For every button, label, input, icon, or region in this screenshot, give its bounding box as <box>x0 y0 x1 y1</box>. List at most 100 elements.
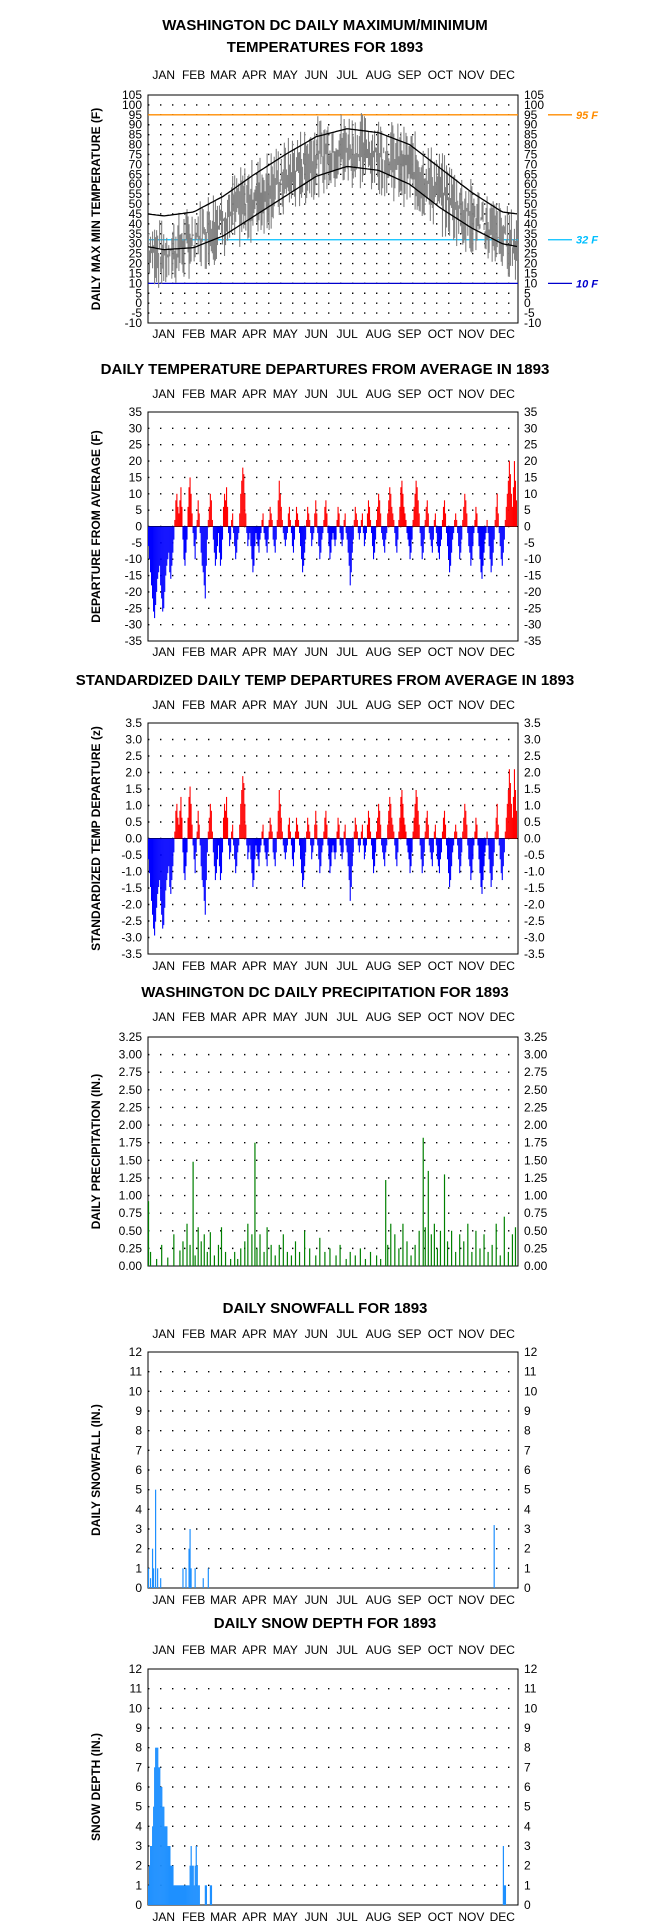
y-tick-label-right: -3.0 <box>524 931 545 945</box>
y-tick-label-right: 20 <box>524 454 538 468</box>
y-tick-label-left: -0.5 <box>121 848 142 862</box>
chart-departures: DAILY TEMPERATURE DEPARTURES FROM AVERAG… <box>89 361 549 659</box>
y-tick-label-right: -2.5 <box>524 914 545 928</box>
month-label-top: FEB <box>182 387 205 401</box>
snowdepth-bar <box>160 1787 162 1905</box>
y-tick-label-left: 8 <box>135 1424 142 1438</box>
y-tick-label-right: 0.75 <box>524 1206 548 1220</box>
snowdepth-bar <box>186 1885 188 1905</box>
y-tick-label-right: 10 <box>524 1384 538 1398</box>
month-label-top: APR <box>242 1643 267 1657</box>
month-label-top: NOV <box>458 387 484 401</box>
y-tick-label-left: 105 <box>122 88 142 102</box>
y-tick-label-left: 2 <box>135 1859 142 1873</box>
y-tick-label-left: 10 <box>129 1701 143 1715</box>
y-tick-label-left: 4 <box>135 1502 142 1516</box>
y-tick-label-left: 2.0 <box>125 766 142 780</box>
y-tick-label-right: 1.75 <box>524 1136 548 1150</box>
snowdepth-bar <box>166 1826 168 1905</box>
y-tick-label-right: 2.75 <box>524 1065 548 1079</box>
snowdepth-bar <box>209 1885 212 1905</box>
month-label-bottom: AUG <box>366 959 392 973</box>
y-axis-title: DAILY PRECIPITATION (IN.) <box>89 1074 103 1230</box>
month-label-bottom: APR <box>242 1593 267 1607</box>
y-tick-label-left: 1 <box>135 1561 142 1575</box>
normal-max-curve <box>147 128 518 217</box>
y-tick-label-left: -2.0 <box>121 898 142 912</box>
y-tick-label-left: -25 <box>125 601 143 615</box>
y-tick-label-right: 1 <box>524 1561 531 1575</box>
month-label-top: SEP <box>398 1010 422 1024</box>
y-tick-label-right: 40 <box>524 217 538 231</box>
chart-precipitation: WASHINGTON DC DAILY PRECIPITATION FOR 18… <box>89 984 548 1273</box>
month-label-bottom: OCT <box>428 327 454 341</box>
month-label-bottom: SEP <box>398 645 422 659</box>
y-tick-label-left: 11 <box>130 1682 143 1696</box>
y-tick-label-left: 8 <box>135 1741 142 1755</box>
month-label-top: APR <box>242 698 267 712</box>
y-tick-label-left: 0.5 <box>125 815 142 829</box>
y-tick-label-right: 2.0 <box>524 766 541 780</box>
month-label-bottom: NOV <box>458 645 484 659</box>
month-label-top: JAN <box>152 1643 175 1657</box>
y-tick-label-right: 105 <box>524 88 544 102</box>
month-label-top: AUG <box>366 68 392 82</box>
y-tick-label-right: 0 <box>524 1581 531 1595</box>
snowdepth-bar <box>182 1885 184 1905</box>
month-label-top: DEC <box>490 68 516 82</box>
y-tick-label-left: 35 <box>129 405 143 419</box>
y-tick-label-left: 0 <box>135 1898 142 1912</box>
y-tick-label-right: 35 <box>524 405 538 419</box>
y-tick-label-left: 5 <box>135 1800 142 1814</box>
y-tick-label-left: 80 <box>129 138 143 152</box>
y-tick-label-left: 35 <box>129 227 143 241</box>
month-label-top: JUL <box>337 68 359 82</box>
y-tick-label-left: -5 <box>131 536 142 550</box>
y-tick-label-right: -30 <box>524 618 542 632</box>
month-label-top: AUG <box>366 1327 392 1341</box>
month-label-top: MAY <box>273 387 298 401</box>
month-label-bottom: JUL <box>337 327 359 341</box>
month-label-top: OCT <box>428 1643 454 1657</box>
y-tick-label-left: 50 <box>129 197 143 211</box>
month-label-bottom: JUL <box>337 959 359 973</box>
month-label-bottom: APR <box>242 1910 267 1924</box>
y-tick-label-left: 0 <box>135 296 142 310</box>
chart-temperature: WASHINGTON DC DAILY MAXIMUM/MINIMUM TEMPE… <box>89 17 598 341</box>
y-tick-label-left: -35 <box>125 634 143 648</box>
month-label-top: JUN <box>305 698 328 712</box>
y-axis-title: DEPARTURE FROM AVERAGE (F) <box>89 430 103 622</box>
month-label-top: AUG <box>366 1643 392 1657</box>
chart-title: STANDARDIZED DAILY TEMP DEPARTURES FROM … <box>76 672 574 689</box>
snowdepth-bar <box>197 1885 199 1905</box>
y-tick-label-right: 5 <box>524 1483 531 1497</box>
snowdepth-bar <box>148 1885 150 1905</box>
snowdepth-bar <box>181 1885 183 1905</box>
snowdepth-bar <box>189 1865 191 1905</box>
month-label-top: JUN <box>305 1010 328 1024</box>
y-tick-label-left: 0.00 <box>119 1259 143 1273</box>
month-label-top: MAY <box>273 698 298 712</box>
month-label-bottom: JUN <box>305 645 328 659</box>
snowdepth-bar <box>159 1767 161 1905</box>
month-label-bottom: MAY <box>273 327 298 341</box>
y-tick-label-left: 1.5 <box>125 782 142 796</box>
month-label-top: MAY <box>273 1327 298 1341</box>
snowdepth-bar <box>195 1846 197 1905</box>
normal-min-curve <box>147 165 518 251</box>
y-tick-label-left: 60 <box>129 177 143 191</box>
snowdepth-bar <box>162 1806 164 1905</box>
y-tick-label-left: 0.0 <box>125 832 142 846</box>
y-tick-label-right: -1.5 <box>524 881 545 895</box>
month-label-bottom: JAN <box>152 1910 175 1924</box>
y-tick-label-right: -1.0 <box>524 865 545 879</box>
y-tick-label-left: -20 <box>125 585 143 599</box>
y-tick-label-left: 25 <box>129 247 143 261</box>
y-tick-label-right: 11 <box>524 1682 537 1696</box>
snowdepth-bar <box>150 1846 152 1905</box>
snowdepth-bar <box>170 1865 172 1905</box>
y-tick-label-left: 15 <box>129 470 143 484</box>
month-label-top: DEC <box>490 1327 516 1341</box>
y-tick-label-right: 1.5 <box>524 782 541 796</box>
